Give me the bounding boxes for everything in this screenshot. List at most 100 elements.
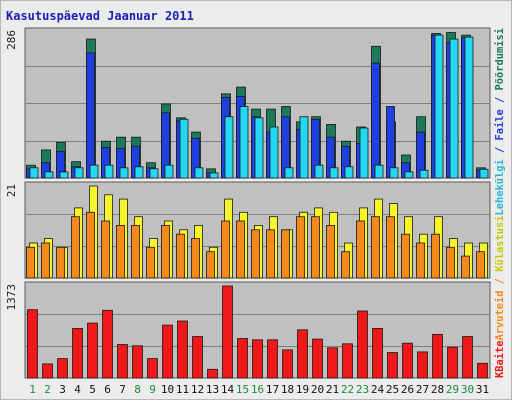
bar-kbytes	[147, 358, 158, 379]
bar-hits	[344, 166, 354, 179]
x-axis: 1 2 3 4 5 6 7 8 9 10 11 12 13 14 15 16 17 18 19 20 21 22 23 24 2…	[29, 383, 489, 396]
bar-kbytes	[117, 344, 128, 379]
bar-hits	[224, 116, 234, 179]
bar-sites	[281, 229, 290, 279]
panel-kbytes: 1373	[5, 281, 491, 379]
bar-hits	[29, 167, 39, 179]
bar-sites	[191, 238, 200, 279]
x-tick-label: 6	[104, 383, 111, 396]
bar-kbytes	[42, 363, 53, 379]
bar-kbytes	[327, 347, 338, 379]
bar-hits	[254, 117, 264, 179]
bar-kbytes	[402, 342, 413, 379]
y-max-label: 1373	[5, 284, 18, 311]
bar-hits	[329, 167, 339, 179]
bar-kbytes	[102, 309, 113, 379]
bar-kbytes	[357, 310, 368, 379]
x-tick-label: 24	[371, 383, 385, 396]
bar-sites	[221, 220, 230, 279]
legend-label: /	[493, 272, 506, 291]
x-tick-label: 27	[416, 383, 429, 396]
bar-sites	[26, 246, 35, 279]
bar-kbytes	[87, 322, 98, 379]
bar-sites	[401, 233, 410, 279]
x-tick-label: 23	[356, 383, 369, 396]
x-tick-label: 25	[386, 383, 399, 396]
bar-kbytes	[267, 339, 278, 379]
x-tick-label: 2	[44, 383, 51, 396]
x-tick-label: 29	[446, 383, 459, 396]
bar-kbytes	[27, 309, 38, 379]
bar-sites	[236, 220, 245, 279]
bar-sites	[71, 216, 80, 279]
x-tick-label: 14	[221, 383, 235, 396]
bar-hits	[104, 164, 114, 179]
bar-hits	[479, 168, 489, 179]
bar-hits	[119, 167, 129, 179]
chart-title: Kasutuspäevad Jaanuar 2011	[6, 9, 194, 23]
bar-hits	[314, 164, 324, 179]
bar-hits	[149, 168, 159, 179]
x-tick-label: 8	[134, 383, 141, 396]
bar-kbytes	[417, 351, 428, 379]
bar-sites	[206, 251, 215, 279]
bar-sites	[176, 233, 185, 279]
bar-hits	[134, 166, 144, 179]
bar-sites	[431, 233, 440, 279]
bar-hits	[419, 169, 429, 179]
bar-kbytes	[372, 327, 383, 379]
x-tick-label: 12	[191, 383, 204, 396]
legend-label: Pöördumisi	[493, 28, 506, 91]
bar-sites	[386, 216, 395, 279]
x-tick-label: 4	[74, 383, 81, 396]
bar-sites	[251, 229, 260, 279]
bar-files	[386, 106, 395, 179]
legend-label: Lehekülgi	[493, 159, 506, 216]
x-tick-label: 9	[149, 383, 156, 396]
bar-files	[371, 62, 380, 179]
bar-kbytes	[222, 285, 233, 379]
bar-sites	[356, 220, 365, 279]
x-tick-label: 15	[236, 383, 249, 396]
bar-hits	[269, 126, 279, 179]
bar-files	[86, 52, 95, 179]
bar-sites	[161, 224, 170, 279]
bar-kbytes	[162, 324, 173, 379]
bar-kbytes	[57, 358, 68, 379]
bar-sites	[116, 224, 125, 279]
bar-kbytes	[192, 336, 203, 379]
bar-kbytes	[207, 368, 218, 379]
y-max-label: 21	[5, 184, 18, 197]
bar-hits	[299, 116, 309, 179]
x-tick-label: 7	[119, 383, 126, 396]
legend-label: /	[493, 141, 506, 160]
bar-kbytes	[72, 327, 83, 379]
x-tick-label: 20	[311, 383, 324, 396]
bar-sites	[101, 220, 110, 279]
x-tick-label: 10	[161, 383, 174, 396]
bar-hits	[239, 106, 249, 179]
x-tick-label: 19	[296, 383, 309, 396]
bar-hits	[449, 38, 459, 179]
legend-label: Faile	[493, 109, 506, 141]
bar-kbytes	[462, 336, 473, 379]
bar-kbytes	[177, 320, 188, 379]
x-tick-label: 11	[176, 383, 189, 396]
bar-hits	[209, 172, 219, 179]
bar-hits	[74, 167, 84, 179]
bar-sites	[86, 211, 95, 279]
bar-kbytes	[477, 362, 488, 379]
x-tick-label: 26	[401, 383, 414, 396]
bar-hits	[44, 171, 54, 179]
bar-hits	[284, 167, 294, 179]
bar-kbytes	[447, 346, 458, 379]
bar-sites	[131, 224, 140, 279]
x-tick-label: 28	[431, 383, 444, 396]
bar-sites	[146, 246, 155, 279]
bar-kbytes	[432, 333, 443, 379]
bar-hits	[59, 171, 69, 179]
chart-panels: 286 21 1373	[5, 27, 491, 379]
bar-sites	[371, 216, 380, 279]
x-tick-label: 13	[206, 383, 219, 396]
